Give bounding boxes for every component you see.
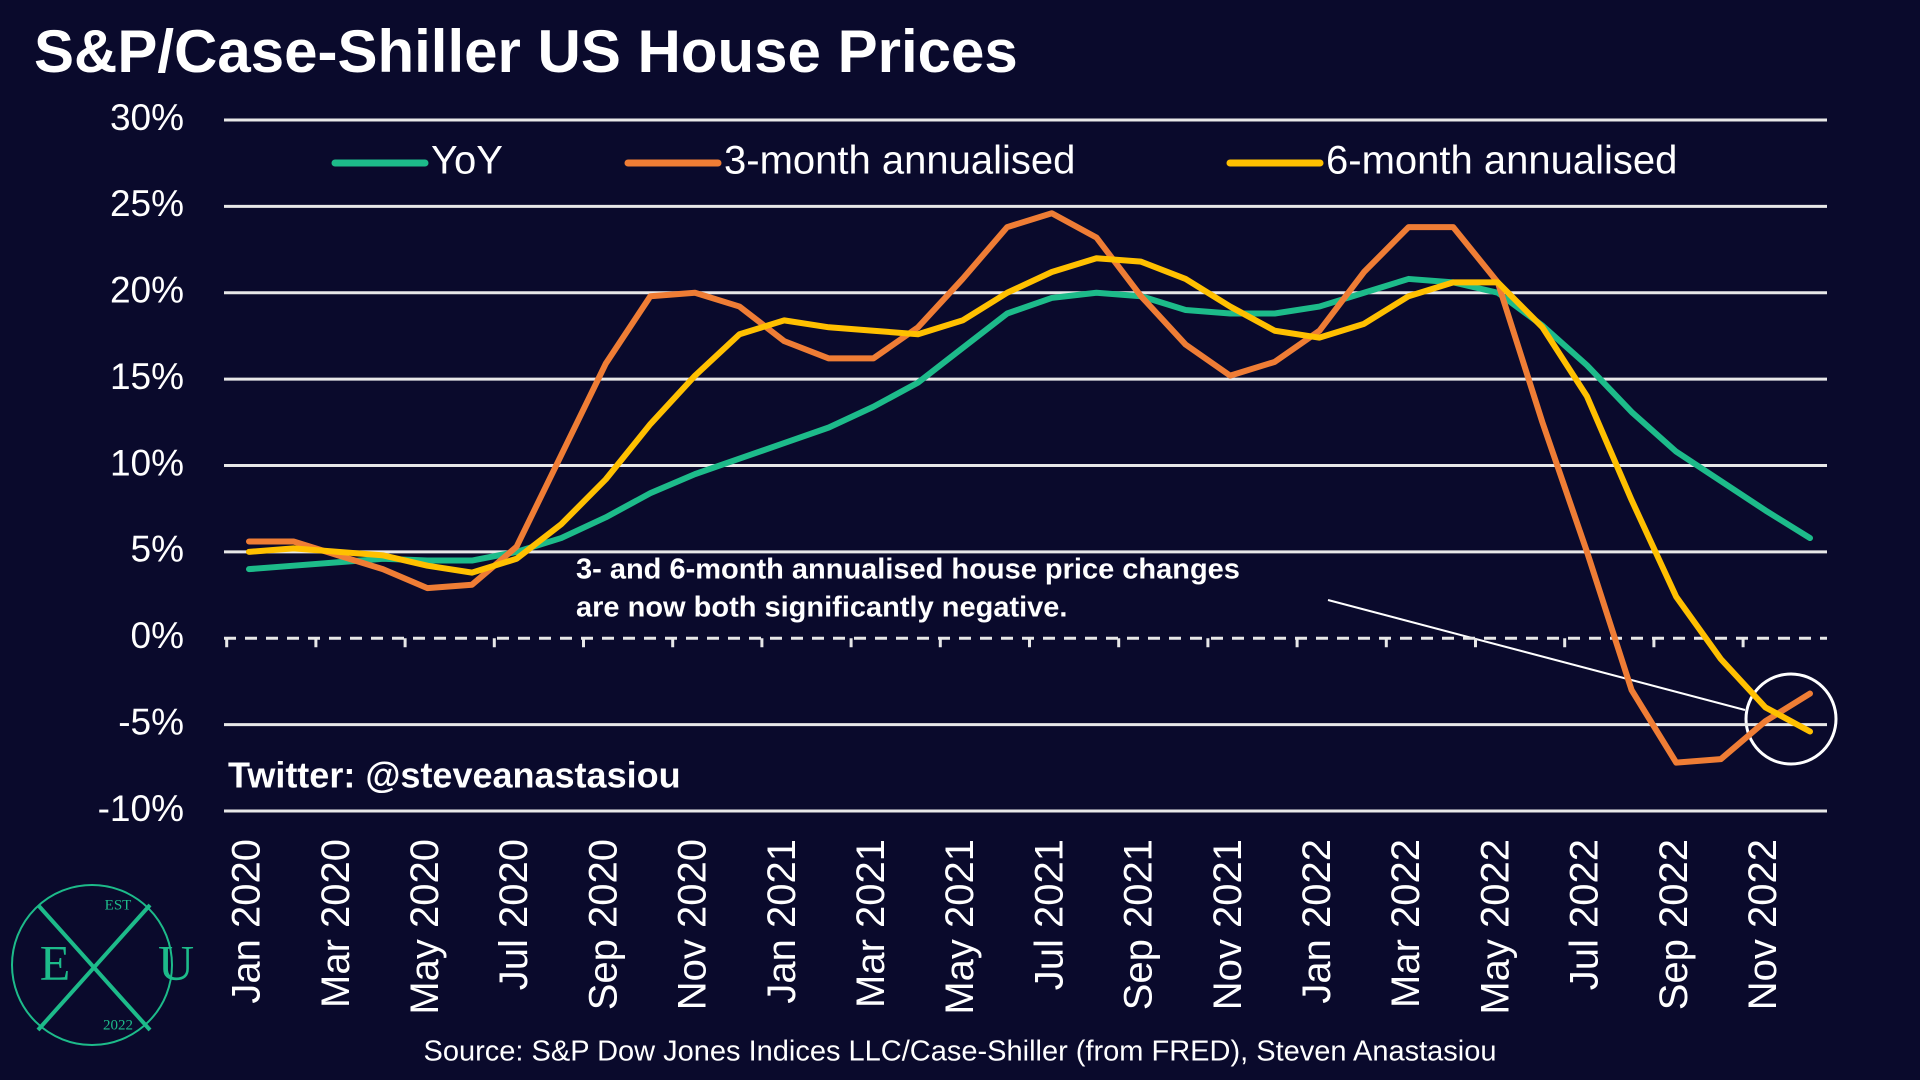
- y-tick-label: 10%: [110, 442, 184, 483]
- x-tick-label: Nov 2020: [671, 839, 715, 1010]
- y-tick-label: 15%: [110, 356, 184, 397]
- x-tick-label: Jul 2021: [1027, 839, 1071, 990]
- x-tick-label: Jan 2021: [760, 839, 804, 1004]
- logo-ring: [11, 884, 173, 1046]
- annotation: 3- and 6-month annualised house price ch…: [576, 554, 1240, 586]
- chart-title: S&P/Case-Shiller US House Prices: [34, 18, 1018, 85]
- logo-text: 2022: [103, 1017, 133, 1033]
- source: Source: S&P Dow Jones Indices LLC/Case-S…: [424, 1036, 1497, 1068]
- logo-cross: [36, 903, 152, 1032]
- x-tick-label: Jan 2022: [1295, 839, 1339, 1004]
- legend-label: 6-month annualised: [1326, 139, 1677, 183]
- x-tick-label: Jan 2020: [225, 839, 269, 1004]
- x-tick-label: Sep 2021: [1117, 839, 1161, 1010]
- y-tick-label: 30%: [110, 97, 184, 138]
- x-tick-label: Jul 2022: [1563, 839, 1607, 990]
- annotation-circle: [1744, 672, 1838, 766]
- x-tick-label: Sep 2020: [581, 839, 625, 1010]
- x-tick-label: Mar 2022: [1384, 839, 1428, 1008]
- annotation-arrow: [1327, 599, 1746, 711]
- y-tick-label: 20%: [110, 270, 184, 311]
- x-tick-label: Mar 2020: [314, 839, 358, 1008]
- x-tick-label: Nov 2022: [1741, 839, 1785, 1010]
- y-tick-label: 25%: [110, 183, 184, 224]
- x-tick-label: Nov 2021: [1206, 839, 1250, 1010]
- logo-text: EST: [105, 897, 132, 913]
- y-tick-label: -5%: [118, 701, 184, 742]
- annotation: are now both significantly negative.: [576, 592, 1067, 624]
- series-line: [246, 255, 1813, 735]
- x-tick-label: Sep 2022: [1652, 839, 1696, 1010]
- logo-text: U: [158, 934, 194, 990]
- logo-text: E: [40, 934, 71, 990]
- y-tick-label: 5%: [131, 529, 184, 570]
- legend-label: YoY: [431, 139, 503, 183]
- logo: EST E U 2022: [11, 884, 194, 1046]
- y-tick-label: -10%: [98, 788, 184, 829]
- x-tick-label: Mar 2021: [849, 839, 893, 1008]
- x-tick-label: May 2021: [938, 839, 982, 1015]
- x-tick-label: Jul 2020: [492, 839, 536, 990]
- x-tick-label: May 2020: [403, 839, 447, 1015]
- x-tick-label: May 2022: [1473, 839, 1517, 1015]
- legend-label: 3-month annualised: [724, 139, 1075, 183]
- series-line: [246, 210, 1813, 766]
- y-tick-label: 0%: [131, 615, 184, 656]
- credit: Twitter: @steveanastasiou: [228, 755, 681, 796]
